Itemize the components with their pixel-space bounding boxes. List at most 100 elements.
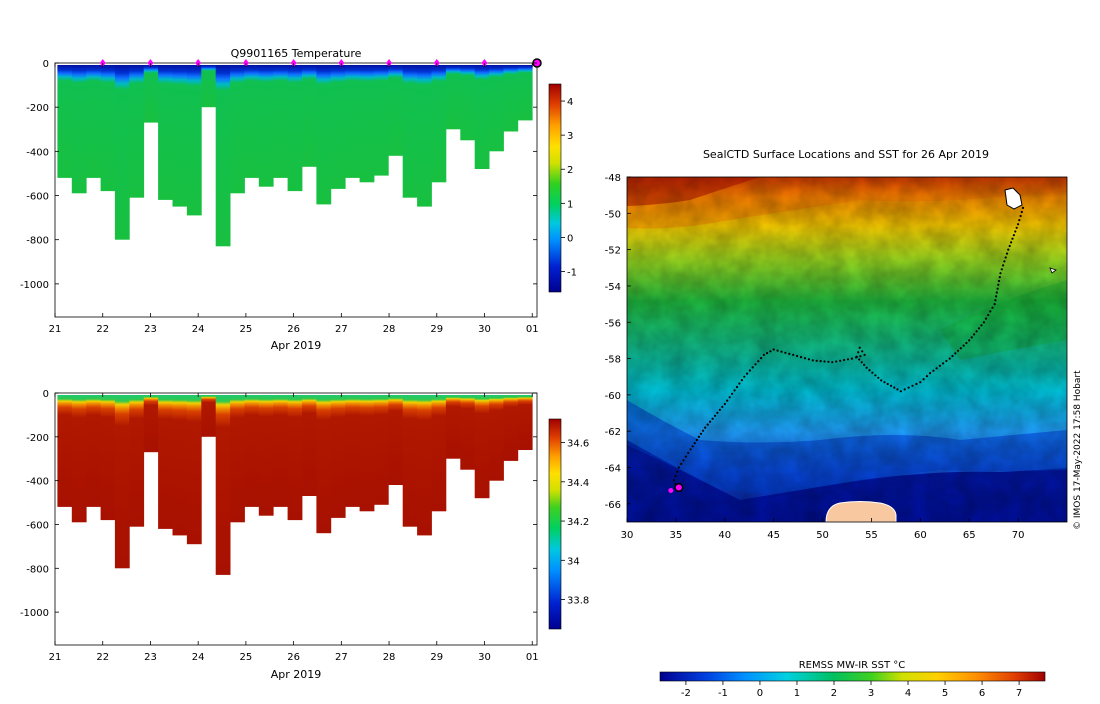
date-tick-label: 23 xyxy=(144,652,157,663)
track-point xyxy=(1010,241,1013,244)
antarctica-landmass xyxy=(825,501,897,522)
longitude-tick-label: 45 xyxy=(767,530,780,541)
track-point xyxy=(1008,244,1011,248)
profile-column xyxy=(345,395,360,507)
date-tick-label: 28 xyxy=(383,324,396,335)
date-tick-label: 24 xyxy=(192,324,205,335)
track-point xyxy=(772,348,775,351)
colorbar-tick-label: 3 xyxy=(567,131,573,142)
latitude-tick-label: -54 xyxy=(605,282,621,293)
profile-column xyxy=(287,395,303,521)
profile-column xyxy=(302,65,317,167)
track-point xyxy=(713,414,717,417)
track-point xyxy=(1005,252,1009,255)
profile-column xyxy=(359,65,375,183)
depth-tick-label: -800 xyxy=(26,236,49,247)
track-point xyxy=(697,435,701,438)
date-tick-label: 01 xyxy=(526,652,539,663)
track-point xyxy=(1011,237,1014,240)
profile-column xyxy=(86,395,101,507)
track-point xyxy=(995,295,998,298)
track-point xyxy=(796,354,799,358)
salinity-profiles xyxy=(57,395,533,575)
sst-map-panel: SealCTD Surface Locations and SST for 26… xyxy=(605,148,1068,541)
temperature-profiles xyxy=(57,65,533,247)
profile-column xyxy=(143,395,159,453)
track-point xyxy=(945,359,948,363)
track-point xyxy=(676,470,679,473)
track-point xyxy=(980,324,983,327)
track-point xyxy=(899,390,902,393)
date-tick-label: 24 xyxy=(192,652,205,663)
depth-tick-label: -800 xyxy=(26,564,49,575)
salinity-xlabel: Apr 2019 xyxy=(271,668,322,681)
longitude-tick-label: 60 xyxy=(914,530,927,541)
track-point xyxy=(754,363,757,366)
track-point xyxy=(716,411,719,414)
date-tick-label: 30 xyxy=(478,324,491,335)
track-point xyxy=(704,426,707,429)
map-title: SealCTD Surface Locations and SST for 26… xyxy=(703,148,989,161)
sst-tick-label: 2 xyxy=(831,688,837,699)
profile-column xyxy=(489,65,504,152)
track-point xyxy=(982,321,986,324)
track-point xyxy=(827,360,830,363)
profile-column xyxy=(244,395,260,507)
track-point xyxy=(788,352,791,355)
date-tick-label: 27 xyxy=(335,652,348,663)
track-point xyxy=(684,455,688,458)
salinity-date-ticks: 21 22 23 24 25 26 27 28 29 30 01 xyxy=(49,393,539,663)
current-position-marker xyxy=(674,482,684,493)
profile-column xyxy=(388,395,404,485)
track-point xyxy=(843,358,846,362)
track-point xyxy=(954,352,957,355)
track-point xyxy=(846,358,850,361)
track-point xyxy=(907,386,910,389)
track-point xyxy=(860,361,863,364)
track-point xyxy=(1019,214,1022,218)
seal-track xyxy=(672,206,1025,485)
profile-column xyxy=(71,395,87,523)
track-point xyxy=(861,350,864,353)
track-point xyxy=(911,384,914,387)
profile-column xyxy=(373,395,389,505)
colorbar-tick-label: 34 xyxy=(567,556,580,567)
date-tick-label: 29 xyxy=(430,324,443,335)
track-point xyxy=(702,429,705,432)
latitude-tick-label: -58 xyxy=(605,355,621,366)
profile-column xyxy=(287,65,303,192)
track-point xyxy=(996,287,999,290)
profile-column xyxy=(474,395,490,499)
profile-column xyxy=(158,395,173,529)
track-point xyxy=(975,330,978,333)
profile-column xyxy=(114,395,130,569)
profile-column xyxy=(402,395,418,527)
salinity-colorbar xyxy=(548,418,562,630)
track-point xyxy=(984,317,988,320)
sst-tick-label: 5 xyxy=(942,688,948,699)
colorbar-tick-label: 34.2 xyxy=(567,517,589,528)
profile-column xyxy=(258,65,274,187)
track-point xyxy=(709,420,712,423)
profile-column xyxy=(172,395,188,536)
date-tick-label: 25 xyxy=(240,652,253,663)
profile-column xyxy=(517,395,533,450)
profile-column xyxy=(215,65,231,247)
track-point xyxy=(1015,226,1018,229)
track-point xyxy=(695,438,698,442)
track-point xyxy=(807,358,811,361)
profile-column xyxy=(316,65,332,205)
salinity-panel: 0-200-400-600-800-1000 21 22 23 24 25 26 27 28 2… xyxy=(20,389,589,681)
profile-column xyxy=(373,65,389,176)
track-point xyxy=(863,363,866,366)
profile-column xyxy=(129,395,145,527)
track-point xyxy=(769,350,772,353)
track-point xyxy=(863,353,866,356)
latitude-tick-label: -66 xyxy=(605,500,621,511)
track-point xyxy=(1012,234,1016,237)
track-point xyxy=(987,313,990,317)
track-point xyxy=(766,352,769,355)
sst-tick-label: 7 xyxy=(1016,688,1022,699)
track-point xyxy=(970,336,973,339)
sst-tick-label: 0 xyxy=(757,688,763,699)
